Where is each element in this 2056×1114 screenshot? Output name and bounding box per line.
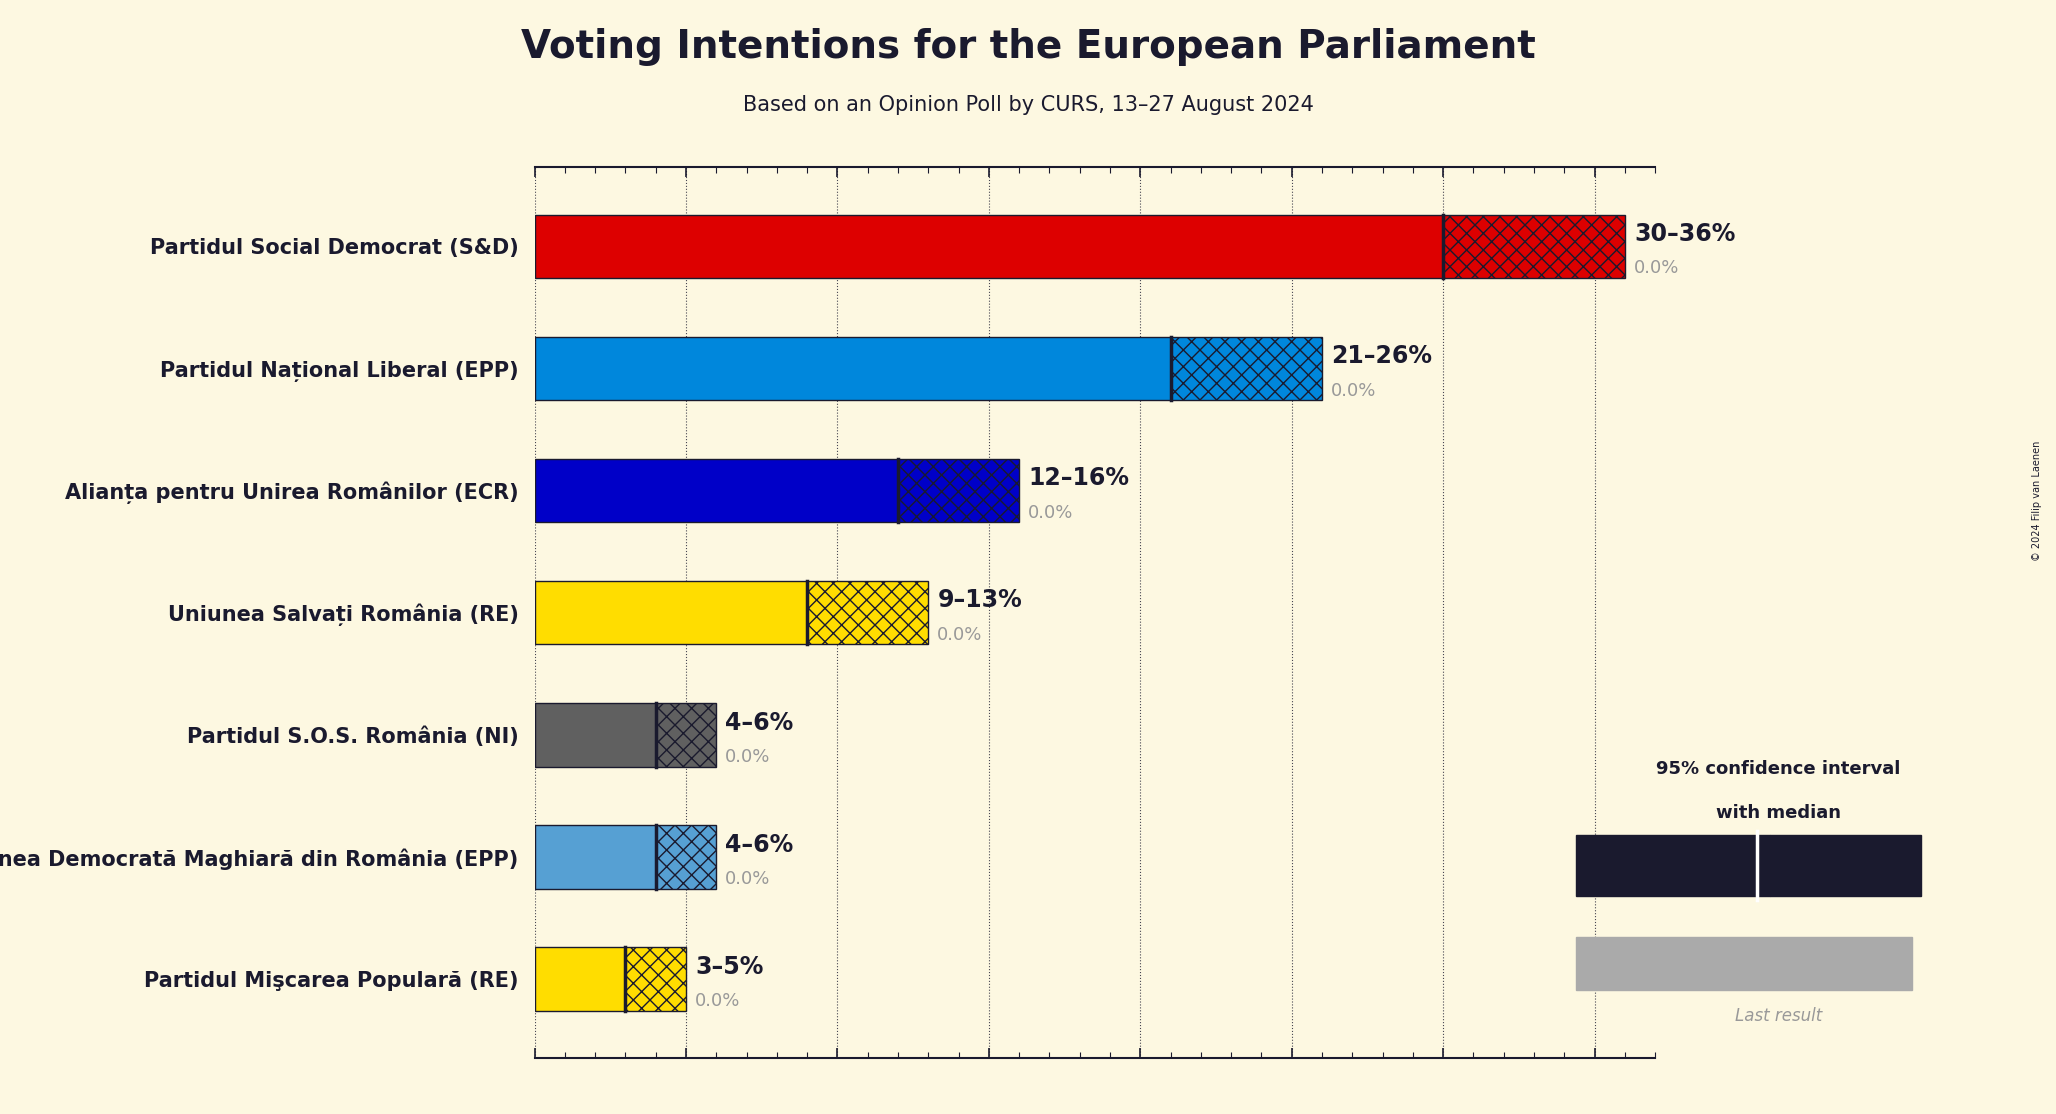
Bar (535, 703, 656, 766)
Bar (535, 582, 808, 644)
Text: Voting Intentions for the European Parliament: Voting Intentions for the European Parli… (520, 28, 1536, 66)
Bar (898, 459, 1020, 522)
Bar (535, 215, 1443, 278)
Bar (1575, 937, 1912, 990)
Bar (1170, 336, 1322, 400)
Text: © 2024 Filip van Laenen: © 2024 Filip van Laenen (2031, 441, 2042, 561)
Text: 0.0%: 0.0% (1028, 504, 1073, 521)
Text: 3–5%: 3–5% (695, 955, 763, 979)
Bar (625, 947, 687, 1010)
Bar (535, 947, 625, 1010)
Text: 30–36%: 30–36% (1635, 223, 1735, 246)
Text: 9–13%: 9–13% (938, 588, 1022, 613)
Bar (1575, 836, 1770, 897)
Text: 4–6%: 4–6% (726, 711, 794, 734)
Text: Based on an Opinion Poll by CURS, 13–27 August 2024: Based on an Opinion Poll by CURS, 13–27 … (742, 95, 1314, 115)
Text: 4–6%: 4–6% (726, 832, 794, 857)
Bar (535, 336, 1170, 400)
Bar (535, 459, 898, 522)
Text: Last result: Last result (1735, 1007, 1822, 1025)
Bar (808, 582, 927, 644)
Bar (535, 825, 656, 889)
Bar (656, 825, 715, 889)
Bar (656, 703, 715, 766)
Text: 0.0%: 0.0% (1635, 260, 1680, 277)
Text: 95% confidence interval: 95% confidence interval (1657, 760, 1900, 778)
Text: 0.0%: 0.0% (695, 991, 740, 1010)
Text: 0.0%: 0.0% (938, 626, 983, 644)
Text: 0.0%: 0.0% (726, 747, 771, 765)
Bar (1443, 215, 1624, 278)
Bar (1770, 836, 1920, 897)
Text: 12–16%: 12–16% (1028, 467, 1129, 490)
Text: 0.0%: 0.0% (726, 870, 771, 888)
Text: 21–26%: 21–26% (1330, 344, 1433, 369)
Text: 0.0%: 0.0% (1330, 381, 1375, 400)
Text: with median: with median (1717, 804, 1840, 822)
